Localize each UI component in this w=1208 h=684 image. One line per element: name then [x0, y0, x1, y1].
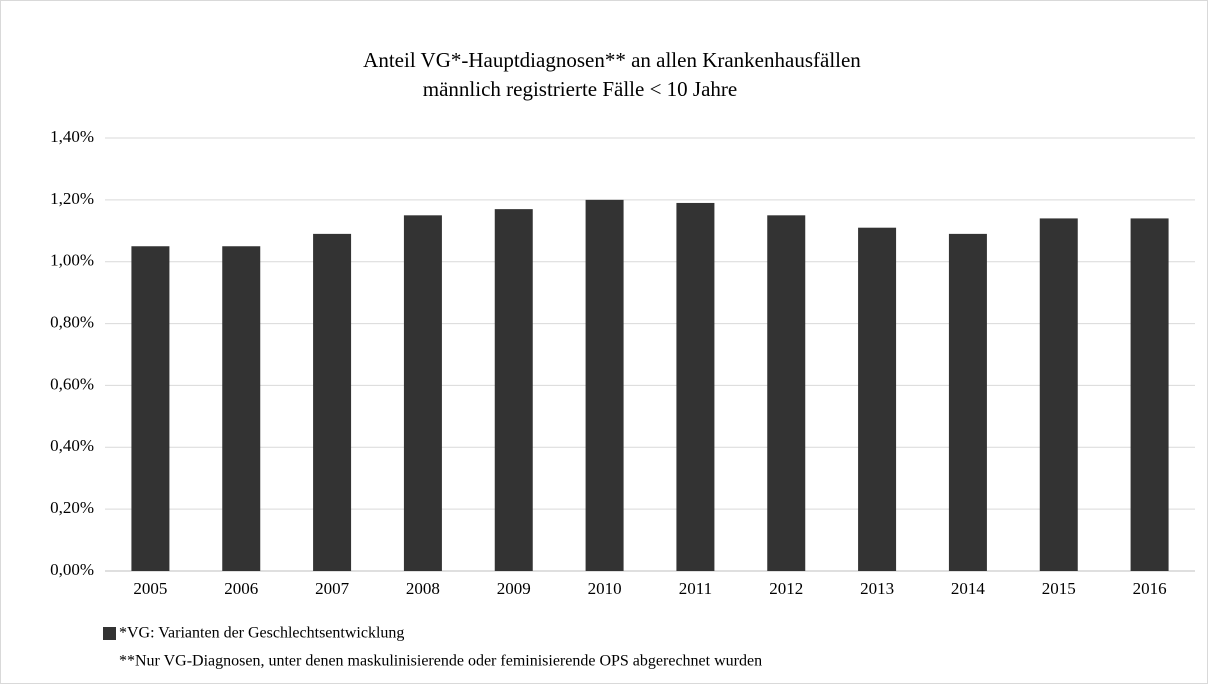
legend-swatch [103, 627, 116, 640]
y-tick-label: 1,00% [50, 251, 94, 270]
annotation: **Nur VG-Diagnosen, unter denen maskulin… [119, 653, 762, 670]
bar [403, 215, 442, 572]
x-tick-label: 2007 [315, 579, 350, 598]
x-tick-label: 2008 [406, 579, 440, 598]
x-tick-label: 2014 [951, 579, 986, 598]
x-tick-label: 2010 [588, 579, 622, 598]
bar [767, 215, 806, 572]
x-tick-label: 2013 [860, 579, 894, 598]
y-tick-label: 1,20% [50, 189, 94, 208]
bar [1130, 218, 1169, 571]
y-tick-label: 0,00% [50, 560, 94, 579]
bar [1039, 218, 1078, 571]
y-tick-label: 0,80% [50, 312, 94, 331]
y-tick-label: 1,40% [50, 127, 94, 146]
x-tick-label: 2006 [224, 579, 258, 598]
bar [585, 199, 624, 571]
x-tick-label: 2015 [1042, 579, 1076, 598]
x-tick-label: 2016 [1133, 579, 1167, 598]
x-tick-label: 2009 [497, 579, 531, 598]
y-tick-label: 0,40% [50, 436, 94, 455]
bar [131, 246, 170, 571]
chart-title: Anteil VG*-Hauptdiagnosen** an allen Kra… [363, 48, 861, 72]
bar [494, 209, 533, 571]
bar [676, 202, 715, 571]
y-tick-label: 0,60% [50, 374, 94, 393]
bar [222, 246, 261, 571]
x-tick-label: 2011 [679, 579, 712, 598]
y-tick-label: 0,20% [50, 498, 94, 517]
bar [948, 233, 987, 571]
x-tick-label: 2005 [133, 579, 167, 598]
bar [313, 233, 352, 571]
bar [858, 227, 897, 571]
x-tick-label: 2012 [769, 579, 803, 598]
chart-subtitle: männlich registrierte Fälle < 10 Jahre [423, 77, 738, 101]
legend-label: *VG: Varianten der Geschlechtsentwicklun… [119, 625, 404, 642]
